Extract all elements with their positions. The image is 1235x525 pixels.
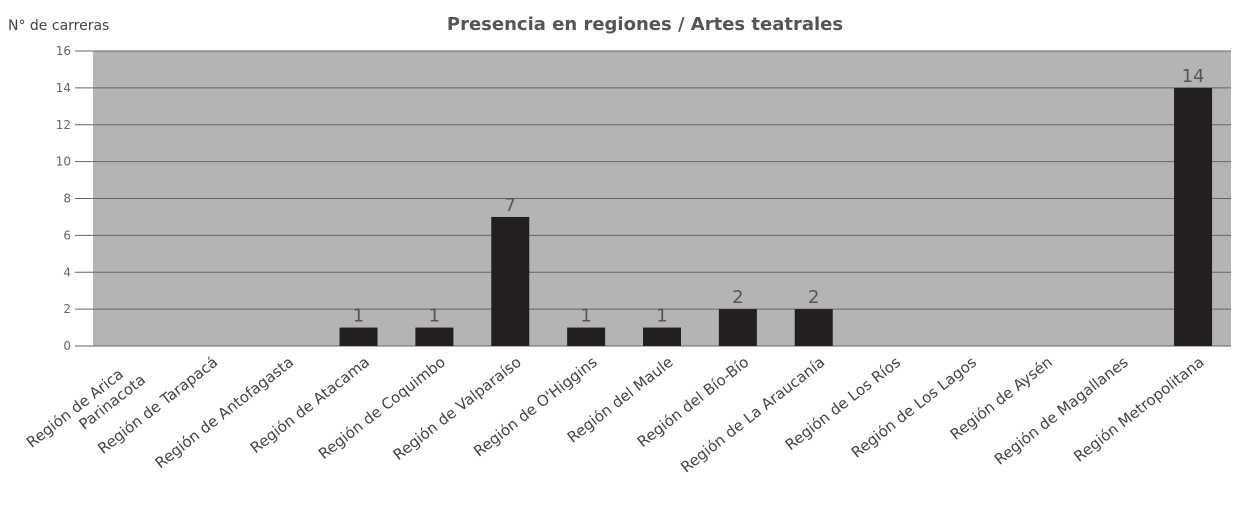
y-tick-label: 2 (63, 302, 71, 316)
y-tick-label: 0 (63, 339, 71, 353)
x-tick-label: Región de La Araucanía (677, 353, 828, 476)
x-tick-label: Región de Magallanes (991, 353, 1132, 469)
y-tick-label: 14 (56, 81, 71, 95)
data-label: 14 (1182, 66, 1205, 87)
bar (1174, 87, 1213, 346)
x-tick-label: Región de O'Higgins (470, 353, 601, 461)
x-tick-label: Región Metropolitana (1070, 353, 1207, 466)
bar (718, 309, 757, 346)
y-tick-label: 10 (56, 155, 71, 169)
chart-title: Presencia en regiones / Artes teatrales (447, 14, 843, 35)
x-tick-label: Región de AricaParinacota (23, 356, 149, 465)
y-tick-label: 6 (63, 228, 71, 242)
x-tick-label: Región de Valparaíso (390, 353, 525, 464)
x-tick-label: Región de Los Lagos (848, 353, 980, 462)
y-tick-label: 16 (56, 44, 71, 58)
data-label: 1 (353, 306, 364, 327)
data-label: 1 (580, 306, 591, 327)
bar (643, 327, 681, 346)
y-tick-label: 8 (63, 192, 71, 206)
data-label: 1 (429, 306, 440, 327)
data-label: 2 (808, 287, 819, 308)
x-tick-label: Región de Antofagasta (152, 353, 297, 472)
bar (794, 309, 833, 346)
data-label: 1 (656, 306, 667, 327)
bar (339, 327, 378, 346)
bar (491, 216, 530, 346)
bar (567, 327, 606, 346)
y-tick-label: 4 (63, 265, 71, 279)
x-tick-label: Región de Coquimbo (315, 353, 449, 463)
data-label: 7 (505, 195, 516, 216)
y-tick-label: 12 (56, 118, 71, 132)
data-label: 2 (732, 287, 743, 308)
y-axis-label: N° de carreras (8, 18, 109, 34)
bar (415, 327, 454, 346)
